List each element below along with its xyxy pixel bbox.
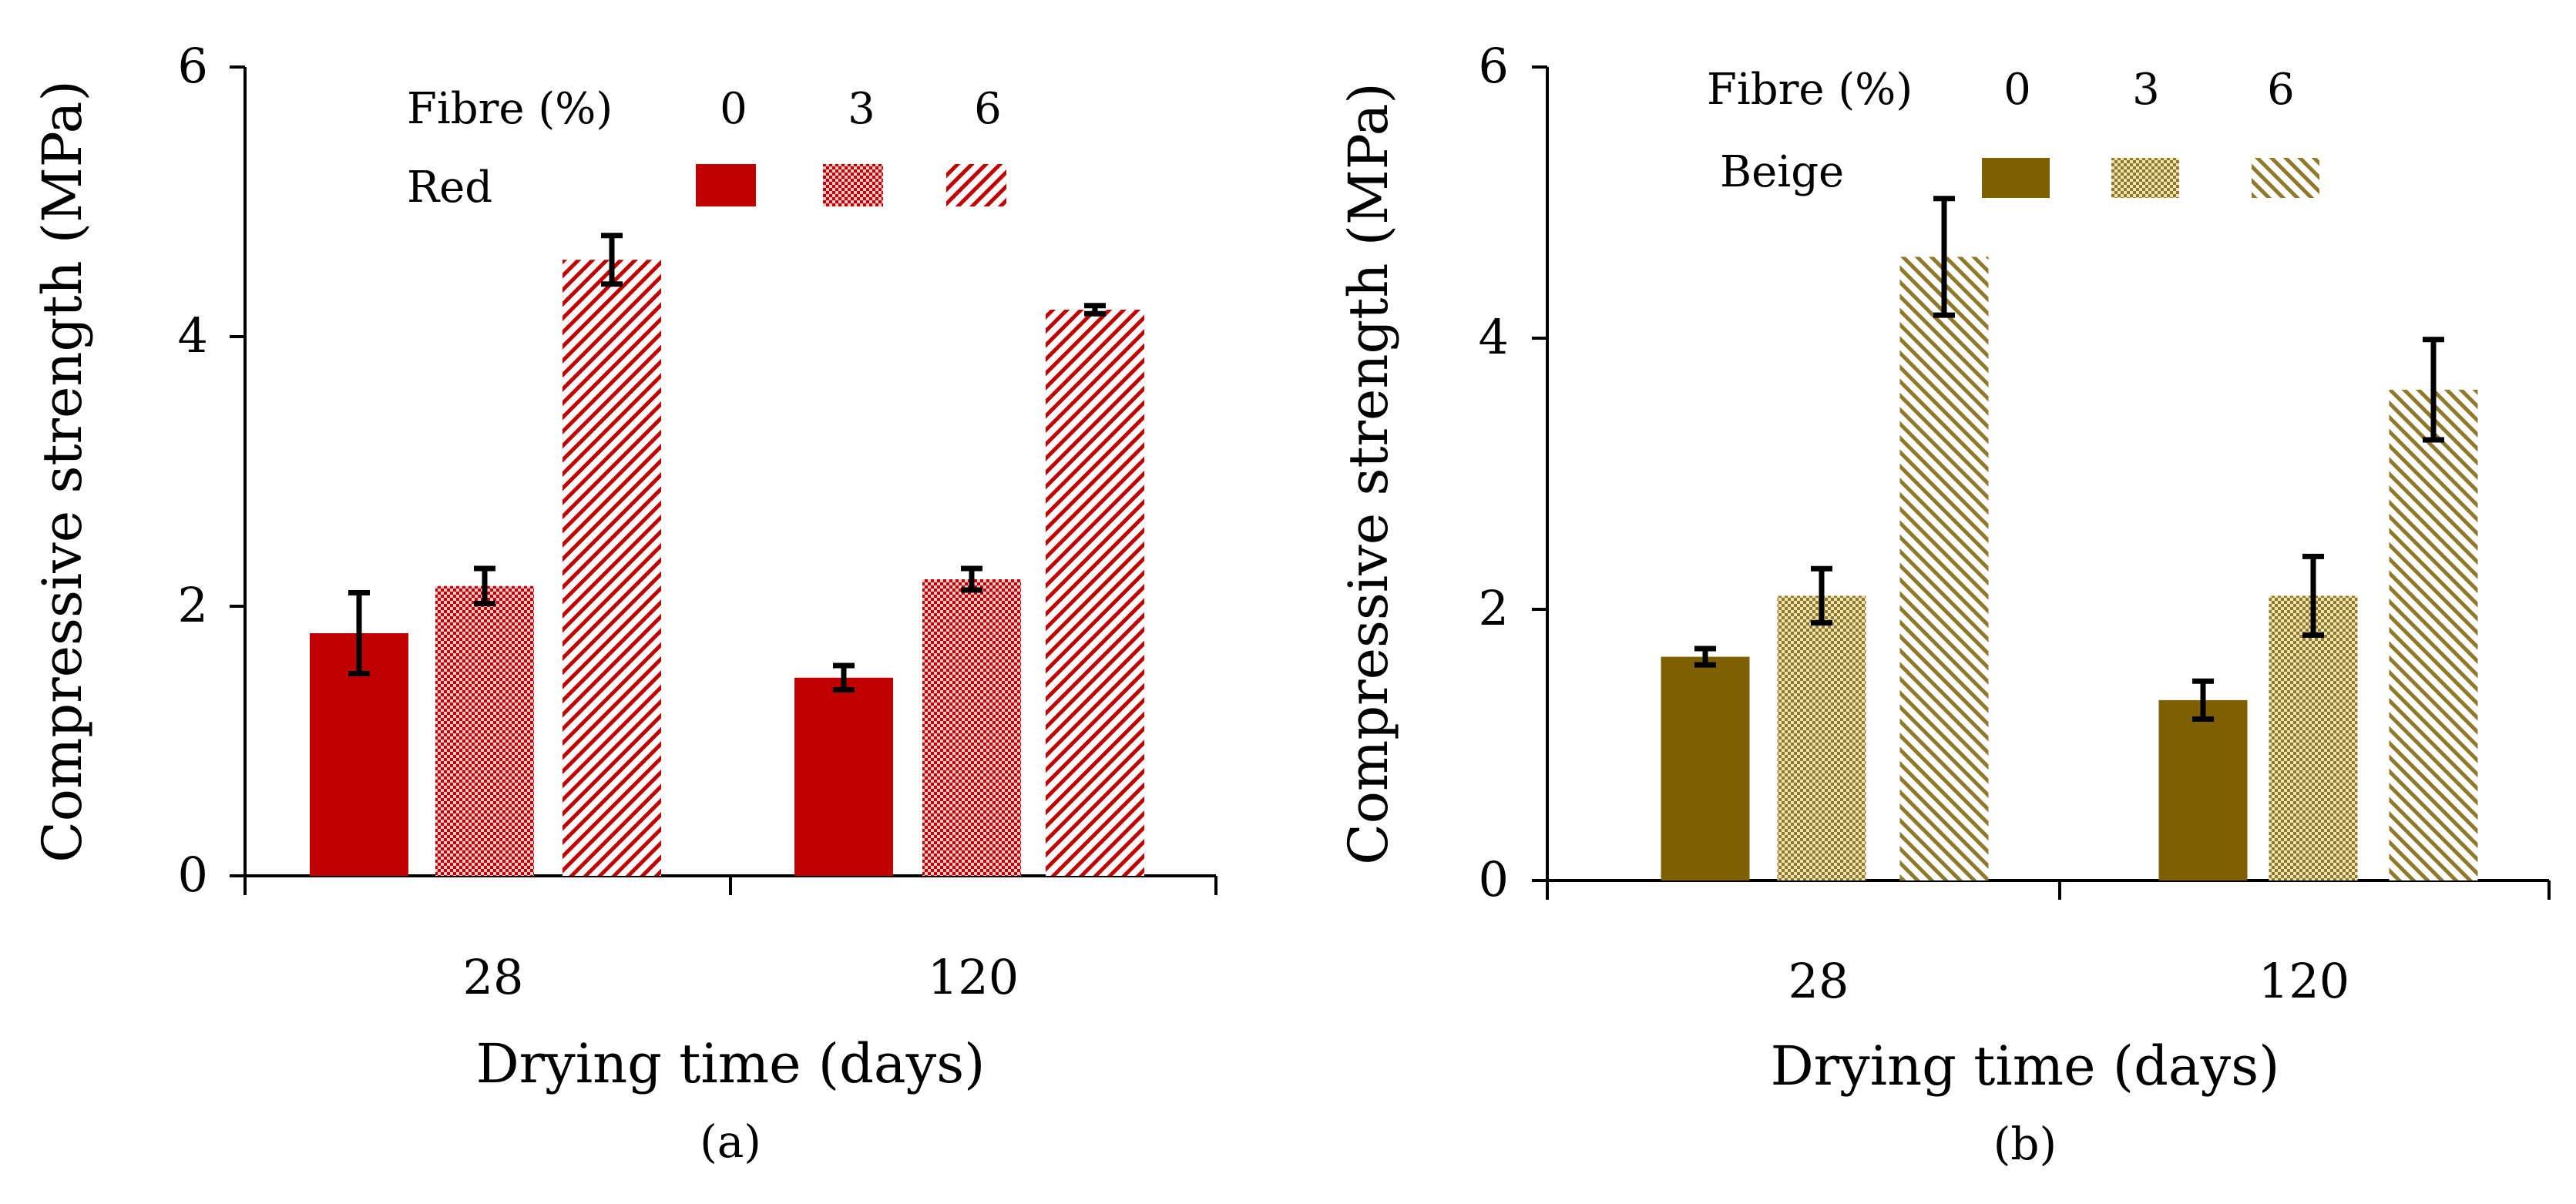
panel-b-error-bar — [1694, 646, 1716, 668]
panel-a-error-bar — [1084, 303, 1106, 317]
panel-b-legend-swatch-grid — [2111, 158, 2179, 198]
panel-a-bar-grid-28 — [435, 585, 534, 876]
panel-a-bars — [310, 233, 1144, 876]
panel-b-x-axis-label: Drying time (days) — [1771, 1035, 2280, 1098]
panel-a-error-bar — [833, 662, 855, 693]
panel-b-y-tick-label: 0 — [1479, 851, 1509, 907]
panel-b-x-tick-label: 28 — [1788, 953, 1849, 1009]
panel-a-y-tick-label: 6 — [178, 38, 208, 94]
panel-b-legend-series-name: 3 — [2132, 65, 2160, 115]
panel-a-legend-swatch-diagonal — [946, 164, 1006, 206]
panel-b-y-axis: 0 2 4 6 — [1479, 38, 1549, 907]
panel-b-bar-diagonal-120 — [2389, 389, 2478, 880]
panel-a-y-tick-label: 0 — [178, 847, 208, 903]
panel-b-x-axis: 28 120 — [1546, 879, 2551, 1009]
panel-b-error-bar — [2423, 337, 2444, 443]
panel-a-bar-diagonal-120 — [1046, 310, 1144, 876]
panel-b: 0 2 4 6 28 120 Compressive strength (MPa… — [1337, 38, 2551, 1170]
panel-b-y-tick-label: 2 — [1479, 580, 1509, 636]
panel-b-legend-series-name: 6 — [2267, 65, 2295, 115]
panel-a-x-axis-label: Drying time (days) — [476, 1032, 986, 1095]
panel-a-legend-group-label: Red — [407, 163, 492, 213]
panel-a-legend-series-name: 6 — [974, 84, 1002, 134]
panel-b-bar-grid-28 — [1777, 595, 1866, 880]
panel-a-legend: Fibre (%) 0 3 6 Red — [407, 84, 1006, 213]
panel-b-y-tick-label: 6 — [1479, 38, 1509, 94]
panel-b-legend-title: Fibre (%) — [1707, 65, 1913, 115]
panel-a-x-tick-label: 28 — [463, 949, 524, 1005]
panel-b-y-axis-label: Compressive strength (MPa) — [1337, 82, 1400, 865]
panel-b-legend-group-label: Beige — [1720, 147, 1844, 197]
panel-a-legend-swatch-grid — [823, 164, 883, 206]
panel-b-error-bar — [1933, 196, 1955, 318]
panel-a-error-bar — [961, 565, 982, 593]
panel-b-y-tick-label: 4 — [1479, 309, 1509, 365]
panel-a-y-axis: 0 2 4 6 — [178, 38, 247, 903]
panel-b-caption: (b) — [1993, 1118, 2057, 1170]
panel-a-x-axis: 28 120 — [243, 874, 1217, 1005]
panel-b-bars — [1661, 196, 2478, 880]
panel-b-x-tick-label: 120 — [2259, 953, 2349, 1009]
panel-a: 0 2 4 6 28 120 Compressive strength (MPa… — [31, 38, 1217, 1168]
panel-a-bar-grid-120 — [922, 579, 1021, 876]
panel-a-legend-series-name: 0 — [720, 84, 747, 134]
panel-b-bar-grid-120 — [2269, 595, 2358, 880]
panel-a-bar-solid-120 — [794, 677, 893, 876]
panel-a-legend-series-name: 3 — [848, 84, 875, 134]
panel-b-bar-diagonal-28 — [1899, 257, 1989, 880]
panel-b-error-bar — [2192, 678, 2214, 723]
panel-b-error-bar — [1811, 565, 1832, 626]
panel-b-legend-series-name: 0 — [2003, 65, 2031, 115]
panel-b-bar-solid-28 — [1661, 656, 1750, 880]
panel-a-bar-diagonal-28 — [563, 260, 661, 876]
panel-a-error-bar — [601, 233, 623, 287]
panel-a-y-axis-label: Compressive strength (MPa) — [31, 80, 94, 863]
panel-a-error-bar — [348, 590, 370, 676]
panel-a-y-tick-label: 2 — [178, 577, 208, 633]
panel-b-error-bar — [2302, 553, 2324, 638]
panel-a-error-bar — [474, 565, 495, 606]
panel-b-legend-swatch-diagonal — [2252, 158, 2319, 198]
panel-a-y-tick-label: 4 — [178, 307, 208, 364]
panel-a-caption: (a) — [700, 1115, 761, 1168]
panel-a-legend-title: Fibre (%) — [407, 84, 613, 134]
panel-a-legend-swatch-solid — [696, 164, 756, 206]
panel-a-x-tick-label: 120 — [928, 949, 1019, 1005]
panel-b-legend: Fibre (%) 0 3 6 Beige — [1707, 65, 2319, 198]
panel-b-bar-solid-120 — [2158, 699, 2248, 880]
panel-b-legend-swatch-solid — [1982, 158, 2050, 198]
